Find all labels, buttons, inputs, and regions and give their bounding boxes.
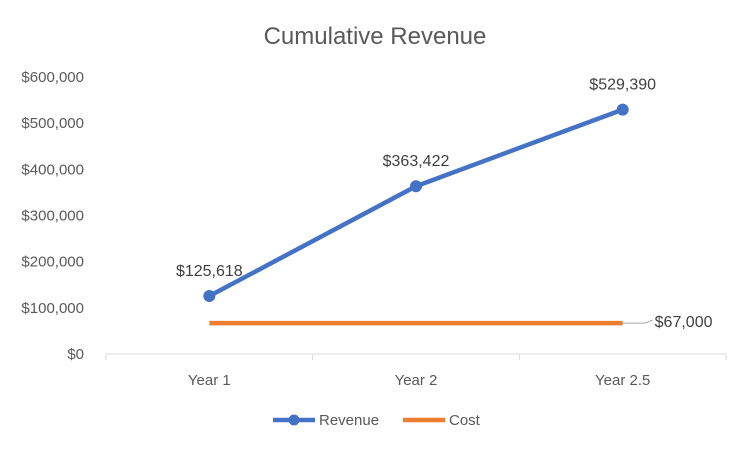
legend-label-revenue: Revenue: [319, 412, 379, 429]
y-tick-label: $500,000: [21, 115, 84, 132]
y-tick-label: $0: [67, 346, 84, 363]
data-label-revenue: $529,390: [589, 77, 656, 94]
x-axis: Year 1 Year 2 Year 2.5: [105, 353, 727, 389]
y-tick-label: $400,000: [21, 161, 84, 178]
legend: Revenue Cost: [273, 412, 481, 429]
data-label-revenue: $363,422: [383, 153, 450, 170]
y-axis: $0 $100,000 $200,000 $300,000 $400,000 $500,0…: [21, 69, 84, 363]
data-label-cost: $67,000: [655, 314, 713, 331]
legend-marker-revenue: [288, 414, 300, 426]
cost-label-leader: [622, 319, 653, 324]
data-point-revenue: [203, 290, 216, 303]
x-tick-label: Year 1: [188, 372, 231, 389]
plot-area: $67,000 $125,618 $363,422 $529,390: [176, 77, 713, 331]
y-tick-label: $300,000: [21, 208, 84, 225]
y-tick-label: $100,000: [21, 300, 84, 317]
series-line-revenue: [208, 107, 624, 298]
y-tick-label: $600,000: [21, 69, 84, 86]
data-point-revenue: [616, 103, 629, 116]
x-tick-label: Year 2.5: [595, 372, 650, 389]
legend-label-cost: Cost: [449, 412, 481, 429]
data-label-revenue: $125,618: [176, 263, 243, 280]
y-tick-label: $200,000: [21, 254, 84, 271]
x-tick-label: Year 2: [395, 372, 438, 389]
chart-title: Cumulative Revenue: [264, 23, 487, 50]
data-point-revenue: [410, 180, 422, 193]
